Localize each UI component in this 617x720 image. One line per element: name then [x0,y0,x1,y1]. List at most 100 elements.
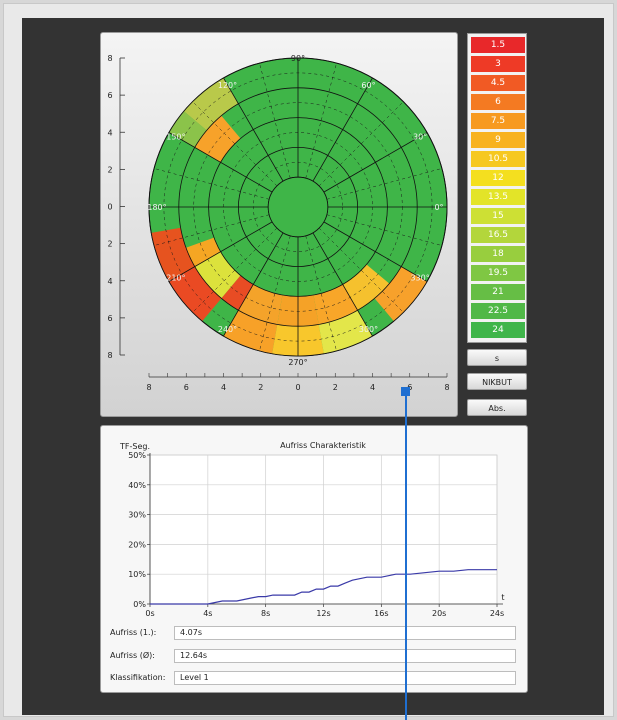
spoke-dashed [192,227,278,313]
y-tick-label: 4 [107,277,112,286]
angle-label: 270° [288,358,307,367]
chart-title: Aufriss Charakteristik [280,441,366,450]
angle-label: 30° [413,133,427,142]
heat-cell [238,284,283,325]
spoke-dashed [305,235,337,351]
y-tick-label: 8 [107,54,112,63]
x-tick-label: 16s [374,609,388,618]
spoke-line [323,221,428,282]
legend-swatch: 24 [471,322,525,338]
y-tick-label: 6 [107,314,112,323]
spoke-dashed [259,63,291,179]
line-chart: 0s 4s 8s 12s 16s 20s 24s 0% 10% 20% 30% 40% 50% Aufri… [119,441,505,618]
heat-cell [221,275,254,311]
y-tick-label: 30% [128,511,146,520]
x-tick-label: 8 [146,383,151,392]
y-tick-label: 0 [107,203,112,212]
pointer-marker [401,387,410,396]
polar-heatmap: 90° 60° 30° 0° 330° 300° 270° 240° 210° 180° 150° 1… [107,54,449,392]
legend-swatch: 21 [471,284,525,300]
x-tick-label: 0s [145,609,154,618]
spoke-dashed [326,168,442,200]
angle-label: 210° [166,274,185,283]
x-tick-label: 4 [370,383,375,392]
spoke-dashed [326,214,442,246]
heat-cell [185,237,221,267]
x-tick-label: 2 [333,383,338,392]
field-value[interactable]: 4.07s [174,626,516,640]
nikbut-button[interactable]: NIKBUT [467,373,527,390]
y-tick-label: 8 [107,351,112,360]
y-tick-label: 50% [128,451,146,460]
color-legend: 1.5 3 4.5 6 7.5 9 10.5 12 13.5 15 16.5 18 19.5 21 22.5… [467,33,527,343]
field-label: Klassifikation: [110,673,166,682]
series-line [150,569,497,605]
angle-label: 330° [410,274,429,283]
x-tick-label: 2 [258,383,263,392]
legend-swatch: 19.5 [471,265,525,281]
heat-cell [194,251,241,299]
spoke-dashed [154,168,270,200]
field-value[interactable]: Level 1 [174,671,516,685]
x-tick-label: 4s [203,609,212,618]
spoke-line [312,232,373,337]
x-axis-label: t [501,593,504,602]
x-tick-label: 4 [221,383,226,392]
legend-swatch: 6 [471,94,525,110]
legend-swatch: 15 [471,208,525,224]
x-tick-label: 12s [316,609,330,618]
angle-label: 120° [218,81,237,90]
angle-label: 300° [359,325,378,334]
spoke-dashed [318,227,404,313]
angle-label: 60° [361,81,375,90]
y-tick-label: 40% [128,481,146,490]
legend-swatch: 22.5 [471,303,525,319]
y-tick-label: 2 [107,165,112,174]
legend-swatch: 12 [471,170,525,186]
pointer-line [405,396,407,720]
x-tick-label: 8 [444,383,449,392]
spoke-line [223,77,284,182]
legend-swatch: 16.5 [471,227,525,243]
field-label: Aufriss (Ø): [110,651,155,660]
x-tick-label: 8s [261,609,270,618]
legend-swatch: 1.5 [471,37,525,53]
spoke-line [168,132,273,193]
field-value[interactable]: 12.64s [174,649,516,663]
y-axis-label: TF-Seg. [119,442,150,451]
spoke-dashed [154,214,270,246]
legend-swatch: 4.5 [471,75,525,91]
y-tick-label: 6 [107,91,112,100]
line-chart-panel: 0s 4s 8s 12s 16s 20s 24s 0% 10% 20% 30% 40% 50% Aufri… [100,425,528,693]
y-tick-label: 4 [107,128,112,137]
heat-cell [183,77,239,131]
spoke-line [168,221,273,282]
s-button[interactable]: s [467,349,527,366]
y-tick-label: 10% [128,570,146,579]
heat-cell [313,284,358,325]
spoke-dashed [305,63,337,179]
spoke-dashed [192,101,278,187]
angle-label: 240° [218,325,237,334]
abs-button[interactable]: Abs. [467,399,527,416]
legend-swatch: 18 [471,246,525,262]
legend-swatch: 9 [471,132,525,148]
heat-cell [374,266,428,322]
spoke-dashed [259,235,291,351]
angle-label: 150° [166,133,185,142]
field-label: Aufriss (1.): [110,628,157,637]
x-tick-label: 6 [184,383,189,392]
y-tick-label: 0% [133,600,146,609]
legend-swatch: 13.5 [471,189,525,205]
angle-label: 180° [147,203,166,212]
x-tick-label: 0 [295,383,300,392]
center-circle [267,176,329,238]
heat-cell [168,111,207,148]
heat-cell [168,266,222,322]
angle-label: 0° [434,203,443,212]
spoke-line [223,232,284,337]
polar-map-panel: 90° 60° 30° 0° 330° 300° 270° 240° 210° 180° 150° 1… [100,32,458,417]
heat-cell [342,264,390,311]
legend-swatch: 7.5 [471,113,525,129]
heat-cell [194,115,241,163]
